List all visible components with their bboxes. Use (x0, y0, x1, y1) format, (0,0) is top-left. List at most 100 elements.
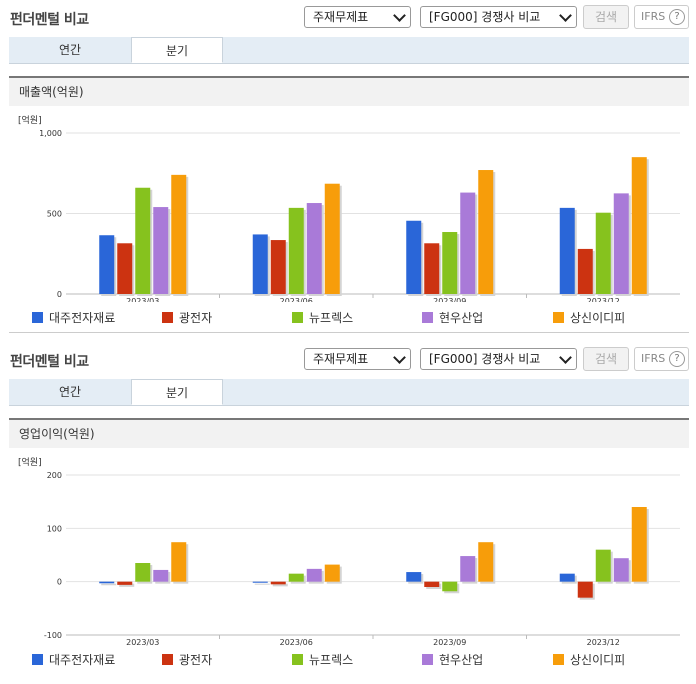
bar (117, 243, 133, 294)
section-title: 펀더멘털 비교 (10, 354, 89, 370)
bar (117, 581, 133, 585)
bar (631, 507, 647, 582)
section-title: 펀더멘털 비교 (10, 12, 89, 28)
legend-label: 광전자 (179, 653, 213, 667)
bar (288, 573, 304, 582)
legend-label: 상신이디피 (570, 311, 626, 325)
legend-item[interactable]: 대주전자재료 (32, 652, 115, 668)
statement-select[interactable]: 주재무제표 (304, 6, 411, 28)
legend-label: 뉴프렉스 (309, 311, 354, 325)
search-button[interactable]: 검색 (583, 5, 629, 29)
ifrs-button[interactable]: IFRS ? (634, 5, 689, 29)
tab-annual[interactable]: 연간 (58, 385, 82, 399)
legend-item[interactable]: 뉴프렉스 (292, 652, 353, 668)
bar (135, 187, 151, 294)
metric-title: 영업이익(억원) (19, 427, 95, 441)
bar-shadow (254, 583, 270, 585)
legend-swatch (553, 312, 564, 323)
section-header: 펀더멘털 비교 주재무제표 [FG000] 경쟁사 비교 검색 IFRS ? (0, 0, 696, 34)
legend-label: 현우산업 (439, 311, 484, 325)
search-button[interactable]: 검색 (583, 347, 629, 371)
legend-label: 광전자 (179, 311, 213, 325)
tab-annual[interactable]: 연간 (58, 43, 82, 57)
bar (171, 542, 187, 582)
peer-select[interactable]: [FG000] 경쟁사 비교 (420, 6, 577, 28)
fundamental-section-2: 펀더멘털 비교 주재무제표 [FG000] 경쟁사 비교 검색 IFRS ? 연… (0, 342, 696, 684)
bar (153, 569, 169, 582)
bar (288, 207, 304, 294)
legend-item[interactable]: 대주전자재료 (32, 310, 115, 326)
legend-item[interactable]: 현우산업 (422, 310, 483, 326)
bar (424, 243, 440, 294)
bar (442, 232, 458, 294)
bar (595, 549, 611, 582)
legend-swatch (292, 654, 303, 665)
legend-item[interactable]: 광전자 (162, 310, 212, 326)
bar-shadow (119, 583, 135, 587)
bar (99, 581, 115, 584)
legend-swatch (553, 654, 564, 665)
peer-select-value: [FG000] 경쟁사 비교 (429, 10, 541, 24)
legend-label: 대주전자재료 (49, 311, 116, 325)
bar (153, 207, 169, 294)
bar (460, 556, 476, 582)
period-tabs: 연간 분기 (9, 37, 689, 64)
tab-quarterly[interactable]: 분기 (131, 379, 223, 405)
legend-item[interactable]: 광전자 (162, 652, 212, 668)
ifrs-label: IFRS (641, 352, 666, 365)
revenue-bar-chart: [억원] 0 500 1,000 2023/03 2023/06 2023/09 2023/1… (18, 114, 680, 302)
peer-select-value: [FG000] 경쟁사 비교 (429, 352, 541, 366)
legend-item[interactable]: 상신이디피 (553, 310, 625, 326)
bar (442, 581, 458, 592)
legend-label: 상신이디피 (570, 653, 626, 667)
metric-title-bar: 매출액(억원) (9, 76, 689, 106)
chart-legend: 대주전자재료 광전자 뉴프렉스 현우산업 상신이디피 (0, 652, 696, 672)
ifrs-button[interactable]: IFRS ? (634, 347, 689, 371)
y-tick-label: -100 (44, 631, 62, 640)
bar (252, 234, 268, 294)
bar-shadow (272, 583, 288, 587)
legend-item[interactable]: 현우산업 (422, 652, 483, 668)
y-tick-label: 0 (57, 578, 62, 587)
x-tick-label: 2023/12 (587, 297, 620, 302)
bar (595, 212, 611, 294)
x-tick-label: 2023/12 (587, 638, 620, 647)
bar (324, 183, 340, 294)
ifrs-label: IFRS (641, 10, 666, 23)
bar (460, 192, 476, 294)
y-tick-label: 200 (47, 471, 62, 480)
tab-quarterly[interactable]: 분기 (131, 37, 223, 63)
legend-swatch (32, 654, 43, 665)
chevron-down-icon (393, 351, 406, 364)
statement-select[interactable]: 주재무제표 (304, 348, 411, 370)
bar (613, 193, 629, 294)
peer-select[interactable]: [FG000] 경쟁사 비교 (420, 348, 577, 370)
section-header: 펀더멘털 비교 주재무제표 [FG000] 경쟁사 비교 검색 IFRS ? (0, 342, 696, 376)
bar (270, 581, 286, 585)
bar (324, 564, 340, 582)
chevron-down-icon (559, 9, 572, 22)
bar (135, 563, 151, 582)
legend-swatch (162, 654, 173, 665)
x-tick-label: 2023/09 (433, 297, 466, 302)
bar (171, 174, 187, 294)
unit-label: [억원] (18, 456, 42, 468)
bar (631, 157, 647, 294)
legend-label: 뉴프렉스 (309, 653, 354, 667)
legend-label: 현우산업 (439, 653, 484, 667)
bar (478, 170, 494, 294)
bar (478, 542, 494, 582)
unit-label: [억원] (18, 114, 42, 126)
legend-swatch (422, 312, 433, 323)
x-tick-label: 2023/09 (433, 638, 466, 647)
bar (252, 581, 268, 583)
x-tick-label: 2023/06 (280, 638, 313, 647)
legend-item[interactable]: 상신이디피 (553, 652, 625, 668)
bar (559, 207, 575, 294)
legend-swatch (32, 312, 43, 323)
legend-item[interactable]: 뉴프렉스 (292, 310, 353, 326)
bar (406, 572, 422, 582)
section-divider (9, 332, 689, 333)
statement-select-value: 주재무제표 (313, 352, 369, 366)
period-tabs: 연간 분기 (9, 379, 689, 406)
